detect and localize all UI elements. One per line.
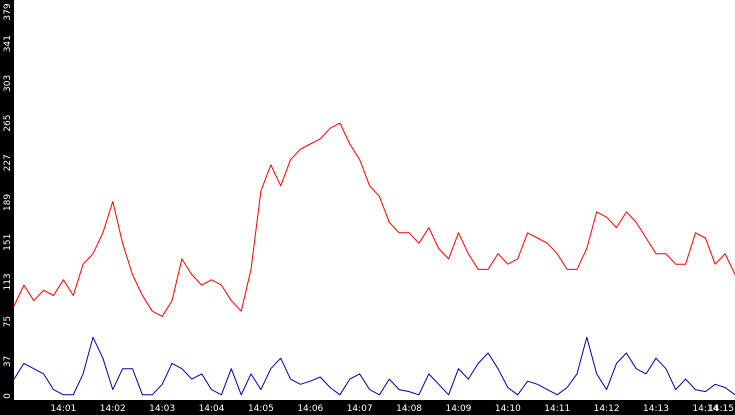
x-axis-ticks: 14:01 14:02 14:03 14:04 14:05 14:06 14:07 14:08…: [50, 404, 734, 414]
y-tick-label: 379: [3, 3, 13, 20]
y-tick-label: 303: [3, 75, 13, 92]
x-tick-label: 14:07: [347, 404, 373, 414]
y-tick-label: 265: [3, 115, 13, 132]
y-axis-bar: [0, 0, 14, 415]
x-tick-label: 14:03: [149, 404, 175, 414]
y-tick-label: 75: [3, 316, 13, 327]
y-tick-label: 227: [3, 154, 13, 171]
x-tick-label: 14:12: [594, 404, 620, 414]
x-tick-label: 14:15: [708, 404, 734, 414]
x-tick-label: 14:11: [544, 404, 570, 414]
x-tick-label: 14:13: [643, 404, 669, 414]
series-line-2: [13, 336, 735, 396]
y-tick-label: 189: [3, 194, 13, 211]
x-tick-label: 14:05: [248, 404, 274, 414]
y-tick-label: 0: [3, 393, 13, 399]
x-tick-label: 14:02: [100, 404, 126, 414]
series-line-1: [13, 122, 735, 317]
y-axis-ticks: 0 37 75 113 151 189 227 265 303 341 379: [3, 3, 13, 399]
y-tick-label: 37: [3, 356, 13, 367]
x-tick-label: 14:06: [297, 404, 323, 414]
y-tick-label: 341: [3, 35, 13, 52]
x-tick-label: 14:01: [50, 404, 76, 414]
x-tick-label: 14:14: [692, 404, 718, 414]
x-tick-label: 14:04: [199, 404, 225, 414]
x-tick-label: 14:09: [445, 404, 471, 414]
x-axis-bar: [0, 400, 735, 415]
x-tick-label: 14:10: [495, 404, 521, 414]
y-tick-label: 151: [3, 234, 13, 251]
series-layer: [13, 122, 735, 396]
x-tick-label: 14:08: [396, 404, 422, 414]
y-tick-label: 113: [3, 273, 13, 290]
